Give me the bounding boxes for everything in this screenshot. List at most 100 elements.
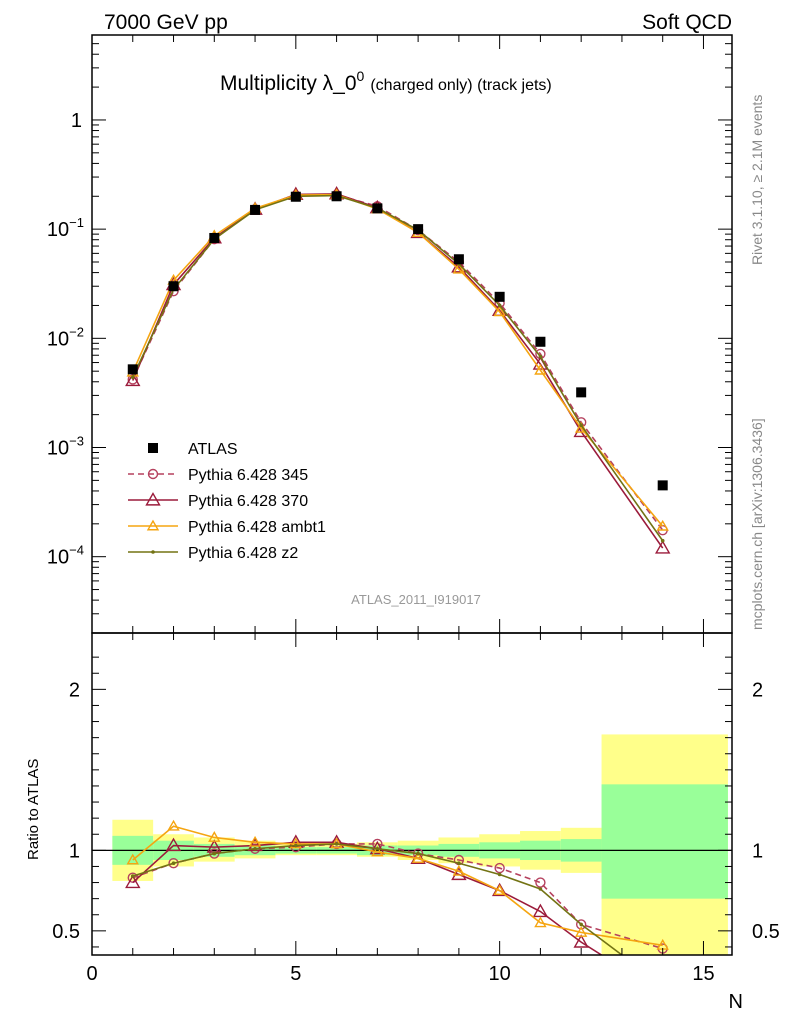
main-plot-title: Multiplicity λ_00 (charged only) (track j… [220,68,552,95]
ratio-series-line-2 [132,825,663,947]
atlas-data-point [290,191,301,202]
y-tick-label-base: 10 [47,547,69,569]
ratio-plot-frame [91,632,733,956]
ratio-series-2-point [452,864,466,876]
title-superscript: 0 [357,68,365,84]
atlas-data-point [453,254,464,265]
series-3-point [497,303,502,308]
y-tick-label: 1 [71,110,82,132]
ratio-band-green [601,784,728,899]
legend-marker [147,468,159,480]
ratio-series-0-point [535,877,546,888]
ratio-y-tick-label-right: 0.5 [752,921,780,943]
series-3-point [130,375,135,380]
y-tick-label: 10−2 [47,324,84,350]
ratio-series-0-point [494,862,505,874]
ratio-series-3-point [212,851,217,856]
ratio-series-3-point [579,922,583,927]
ratio-series-3-point [497,872,502,877]
y-tick-label-base: 10 [47,219,69,241]
ratio-series-3-point [253,846,257,851]
legend-marker [145,492,161,506]
series-2-point [452,262,466,274]
ratio-series-0-point [168,858,179,869]
series-3-point [660,538,665,543]
series-1-point [125,372,141,387]
atlas-data-point [168,281,179,292]
atlas-data-point [127,364,138,375]
main-plot-axes: 10−410−310−210−11 [47,34,732,634]
ratio-series-1-point [165,837,182,852]
ratio-y-axis-label: Ratio to ATLAS [25,759,42,860]
header-left-label: 7000 GeV pp [104,11,228,34]
rivet-version-label: Rivet 3.1.10, ≥ 2.1M events [749,95,765,265]
legend-marker [151,550,155,554]
atlas-data-point [209,232,220,243]
x-tick-label: 5 [290,963,301,985]
ratio-series-2-point [493,884,506,896]
series-2-point [656,519,669,531]
atlas-data-point [657,480,668,491]
ratio-series-1-point [125,874,141,889]
ratio-plot-series [125,819,669,955]
ratio-y-tick-label-left: 0.5 [52,921,80,943]
legend-marker [148,443,158,453]
series-line-3 [132,194,664,542]
atlas-data-point [576,387,587,398]
ratio-series-1-point [573,934,589,948]
y-tick-label-base: 10 [47,438,69,460]
y-tick-label-exponent: −3 [69,434,84,449]
x-axis-label: N [729,991,743,1013]
x-tick-label: 0 [86,963,97,985]
mcplots-label: mcplots.cern.ch [arXiv:1306.3436] [749,418,765,630]
ratio-series-3-point [538,887,543,891]
ratio-series-3-point [294,843,298,848]
ratio-series-2-point [574,926,588,937]
ratio-y-tick-label-left: 1 [69,840,80,862]
ratio-series-2-point [534,916,547,928]
ratio-uncertainty-bands [112,734,728,955]
ratio-series-3-point [130,874,135,878]
main-plot-panel: 10−410−310−210−11 Multiplicity λ_00(char… [47,34,733,634]
y-tick-label: 10−3 [47,434,84,460]
ratio-series-2-point [167,819,180,831]
y-tick-label-exponent: −4 [69,543,84,558]
y-tick-label: 10−4 [47,543,84,569]
ratio-y-tick-label-right: 2 [752,679,763,701]
ratio-series-3-point [416,851,420,856]
atlas-data-point [250,204,261,215]
analysis-watermark: ATLAS_2011_I919017 [351,592,481,607]
ratio-series-2-point [371,845,384,857]
ratio-series-3-point [457,861,461,866]
x-tick-label: 15 [692,963,714,985]
y-tick-label-exponent: −2 [69,324,84,339]
legend-label: ATLAS [188,441,238,458]
atlas-data-point [413,224,424,235]
y-tick-label-base: 10 [47,328,69,350]
atlas-data-point [494,291,505,302]
ratio-series-0-point [575,919,587,930]
legend: ATLAS Pythia 6.428 345 Pythia 6.428 370 Pyt… [128,441,326,562]
header-right-label: Soft QCD [642,11,732,34]
main-plot-data-points [127,191,668,491]
series-3-point [538,354,543,359]
ratio-plot-axes: 0 5 10 15 0.5 0.5 1 1 2 2 [52,633,780,985]
title-suffix-text: (charged only) (track jets) [370,77,551,94]
legend-label: Pythia 6.428 345 [188,467,308,484]
atlas-data-point [331,191,342,202]
ratio-y-tick-label-right: 1 [752,840,763,862]
y-tick-label: 10−1 [47,215,84,241]
ratio-series-2-point [411,851,425,863]
ratio-series-group [125,819,669,955]
ratio-series-3-point [375,846,380,851]
ratio-series-2-point [248,835,262,847]
ratio-series-3-point [171,861,176,866]
atlas-data-point [372,203,383,214]
legend-label: Pythia 6.428 z2 [188,545,298,562]
series-3-point [579,423,583,428]
legend-label: Pythia 6.428 ambt1 [188,519,326,536]
x-tick-label: 10 [489,963,511,985]
title-main-text: Multiplicity λ_0 [220,72,357,95]
main-plot-frame [91,34,733,634]
